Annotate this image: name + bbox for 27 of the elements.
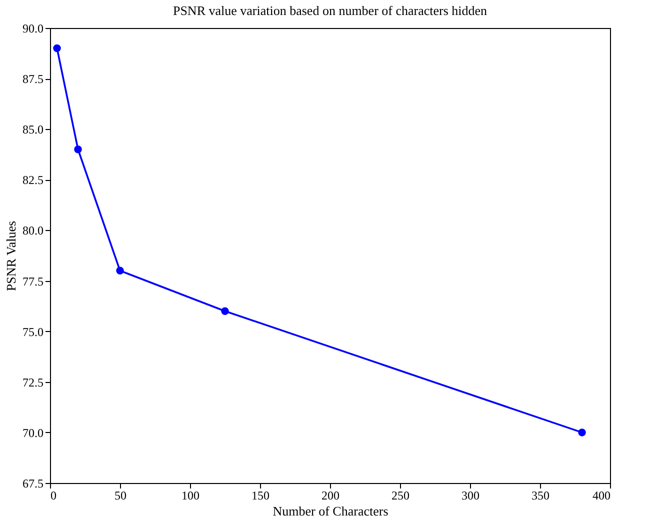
x-tick-label: 350 bbox=[532, 488, 550, 502]
y-tick-label: 77.5 bbox=[22, 274, 44, 288]
x-tick-label: 400 bbox=[592, 488, 610, 502]
point bbox=[578, 428, 586, 436]
y-tick-label: 72.5 bbox=[22, 375, 44, 390]
x-tick-label: 200 bbox=[322, 488, 340, 502]
y-tick-label: 67.5 bbox=[22, 476, 44, 490]
y-tick-label: 85.0 bbox=[22, 122, 44, 137]
point bbox=[221, 307, 229, 315]
y-tick-label: 80.0 bbox=[22, 224, 44, 238]
x-tick-label: 100 bbox=[182, 488, 200, 502]
y-tick-label: 82.5 bbox=[22, 173, 44, 188]
point bbox=[116, 266, 124, 275]
y-tick-label: 75.0 bbox=[22, 324, 44, 339]
y-tick-label: 90.0 bbox=[22, 22, 44, 36]
x-tick-label: 250 bbox=[392, 488, 410, 502]
x-tick-label: 150 bbox=[252, 488, 270, 502]
x-tick-label: 0 bbox=[50, 488, 56, 502]
y-tick-label: 87.5 bbox=[22, 72, 44, 86]
point bbox=[53, 44, 61, 52]
x-tick-label: 50 bbox=[114, 488, 126, 502]
y-tick-label: 70.0 bbox=[22, 426, 44, 440]
point bbox=[74, 145, 82, 154]
x-axis-title: Number of Characters bbox=[272, 504, 388, 518]
chart-title: PSNR value variation based on number of characters hidden bbox=[172, 3, 488, 18]
y-axis-title: PSNR Values bbox=[4, 220, 18, 292]
x-tick-label: 300 bbox=[462, 488, 480, 502]
